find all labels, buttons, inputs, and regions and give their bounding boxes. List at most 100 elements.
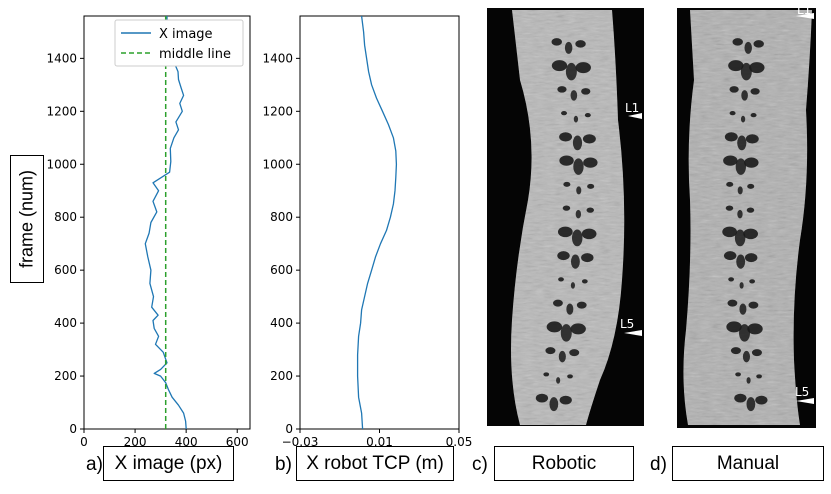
robotic-spine-image: L1 L5 <box>487 8 644 426</box>
panel-a-letter: a) <box>86 454 103 475</box>
manual-l1-label: L1 <box>797 3 811 17</box>
y-axis-label: frame (num) <box>16 169 37 269</box>
manual-vertebra-left <box>726 321 742 333</box>
panel-a-ytick-label: 0 <box>69 422 77 436</box>
manual-vertebra-left <box>727 299 738 307</box>
robotic-vertebra-left <box>558 277 564 282</box>
manual-vertebra-center <box>744 41 752 54</box>
manual-vertebra-center <box>740 62 752 81</box>
manual-vertebra-right <box>749 62 765 74</box>
manual-vertebra-center <box>742 350 751 363</box>
manual-vertebra-left <box>726 181 734 187</box>
robotic-vertebra-right <box>584 112 591 118</box>
panel-c-label: Robotic <box>494 446 634 481</box>
panel-b-xlabel: X robot TCP (m) <box>296 446 454 481</box>
robotic-vertebra-right <box>569 349 580 357</box>
manual-vertebra-left <box>729 86 739 93</box>
robotic-vertebra-right <box>581 253 594 263</box>
manual-vertebra-left <box>729 110 736 116</box>
manual-l5-marker <box>796 398 814 404</box>
manual-vertebra-center <box>739 303 747 315</box>
panel-b-ytick-label: 600 <box>270 263 293 277</box>
robotic-vertebra-left <box>535 393 549 403</box>
robotic-vertebra-right <box>581 279 588 284</box>
manual-vertebra-center <box>746 397 756 412</box>
manual-l5-label: L5 <box>795 385 809 399</box>
panel-b-series-line <box>356 16 398 429</box>
panel-b-letter: b) <box>275 454 292 475</box>
manual-vertebra-left <box>732 38 743 46</box>
manual-vertebra-left <box>723 251 737 261</box>
manual-vertebra-center <box>739 324 751 342</box>
robotic-vertebra-right <box>559 395 572 405</box>
panel-b-ytick-label: 1400 <box>262 51 293 65</box>
robotic-vertebra-right <box>581 88 591 95</box>
robotic-vertebra-left <box>553 299 563 307</box>
panel-a-chart: 0 200 400 600 800 1000 1200 1400 0 200 400 600 X im… <box>46 15 251 449</box>
robotic-l5-label: L5 <box>620 317 634 331</box>
panel-a-ytick-label: 1000 <box>46 157 77 171</box>
manual-vertebra-right <box>744 253 758 263</box>
robotic-vertebra-center <box>566 303 574 315</box>
robotic-vertebra-left <box>559 155 574 166</box>
robotic-vertebra-center <box>570 254 580 269</box>
manual-vertebra-left <box>724 132 738 142</box>
robotic-vertebra-left <box>557 86 567 93</box>
manual-vertebra-right <box>747 183 755 189</box>
panel-a-ytick-label: 1200 <box>46 104 77 118</box>
robotic-vertebra-center <box>570 282 575 289</box>
panel-a-ytick-label: 400 <box>54 316 77 330</box>
panel-b-ytick-label: 400 <box>270 316 293 330</box>
manual-vertebra-right <box>753 40 764 48</box>
y-axis-label-box: frame (num) <box>10 155 44 283</box>
manual-vertebra-left <box>722 226 737 238</box>
manual-vertebra-center <box>736 254 746 269</box>
panel-b-ytick-label: 0 <box>285 422 293 436</box>
panel-a-xtick-label: 400 <box>175 435 198 449</box>
robotic-vertebra-left <box>551 60 568 72</box>
robotic-vertebra-center <box>565 62 577 81</box>
panel-b-frame <box>299 15 460 430</box>
legend: X image middle line <box>114 19 244 67</box>
robotic-vertebra-center <box>549 397 559 412</box>
robotic-vertebra-left <box>563 181 571 187</box>
manual-vertebra-right <box>744 157 759 168</box>
robotic-vertebra-right <box>583 157 598 168</box>
manual-vertebra-center <box>739 282 744 289</box>
robotic-vertebra-center <box>558 350 566 363</box>
robotic-vertebra-right <box>587 183 595 189</box>
manual-vertebra-right <box>745 134 759 144</box>
manual-vertebra-right <box>748 301 759 309</box>
robotic-vertebra-right <box>582 134 596 144</box>
robotic-vertebra-right <box>570 323 586 335</box>
manual-vertebra-center <box>737 209 743 219</box>
robotic-vertebra-left <box>561 110 568 116</box>
manual-vertebra-right <box>743 228 758 240</box>
robotic-l5-marker <box>624 330 642 336</box>
manual-vertebra-right <box>751 349 762 357</box>
panel-a-ytick-label: 600 <box>54 263 77 277</box>
panel-b-chart: 0 200 400 600 800 1000 1200 1400 −0.03 0.01 0.05 <box>262 15 473 449</box>
panel-b-xtick-label: −0.03 <box>282 435 319 449</box>
manual-vertebra-left <box>730 347 741 355</box>
robotic-vertebra-center <box>575 209 582 219</box>
panel-a-frame <box>83 15 251 430</box>
robotic-l1-label: L1 <box>625 101 639 115</box>
panel-d-letter: d) <box>650 454 667 475</box>
robotic-vertebra-center <box>571 229 583 247</box>
robotic-vertebra-right <box>576 301 587 309</box>
panel-b-ytick-label: 1000 <box>262 157 293 171</box>
panel-b-xtick-label: 0.05 <box>446 435 473 449</box>
legend-label-middle-line: middle line <box>159 47 231 62</box>
manual-spine-image: L1 L5 <box>677 3 816 428</box>
manual-vertebra-center <box>740 115 746 123</box>
robotic-vertebra-right <box>575 62 591 74</box>
panel-a-ytick-label: 1400 <box>46 51 77 65</box>
manual-vertebra-left <box>734 393 747 403</box>
robotic-l1-marker <box>628 113 642 119</box>
manual-vertebra-center <box>735 158 746 175</box>
manual-vertebra-right <box>756 374 762 379</box>
robotic-vertebra-right <box>575 40 586 48</box>
panel-a-xlabel: X image (px) <box>103 446 234 481</box>
